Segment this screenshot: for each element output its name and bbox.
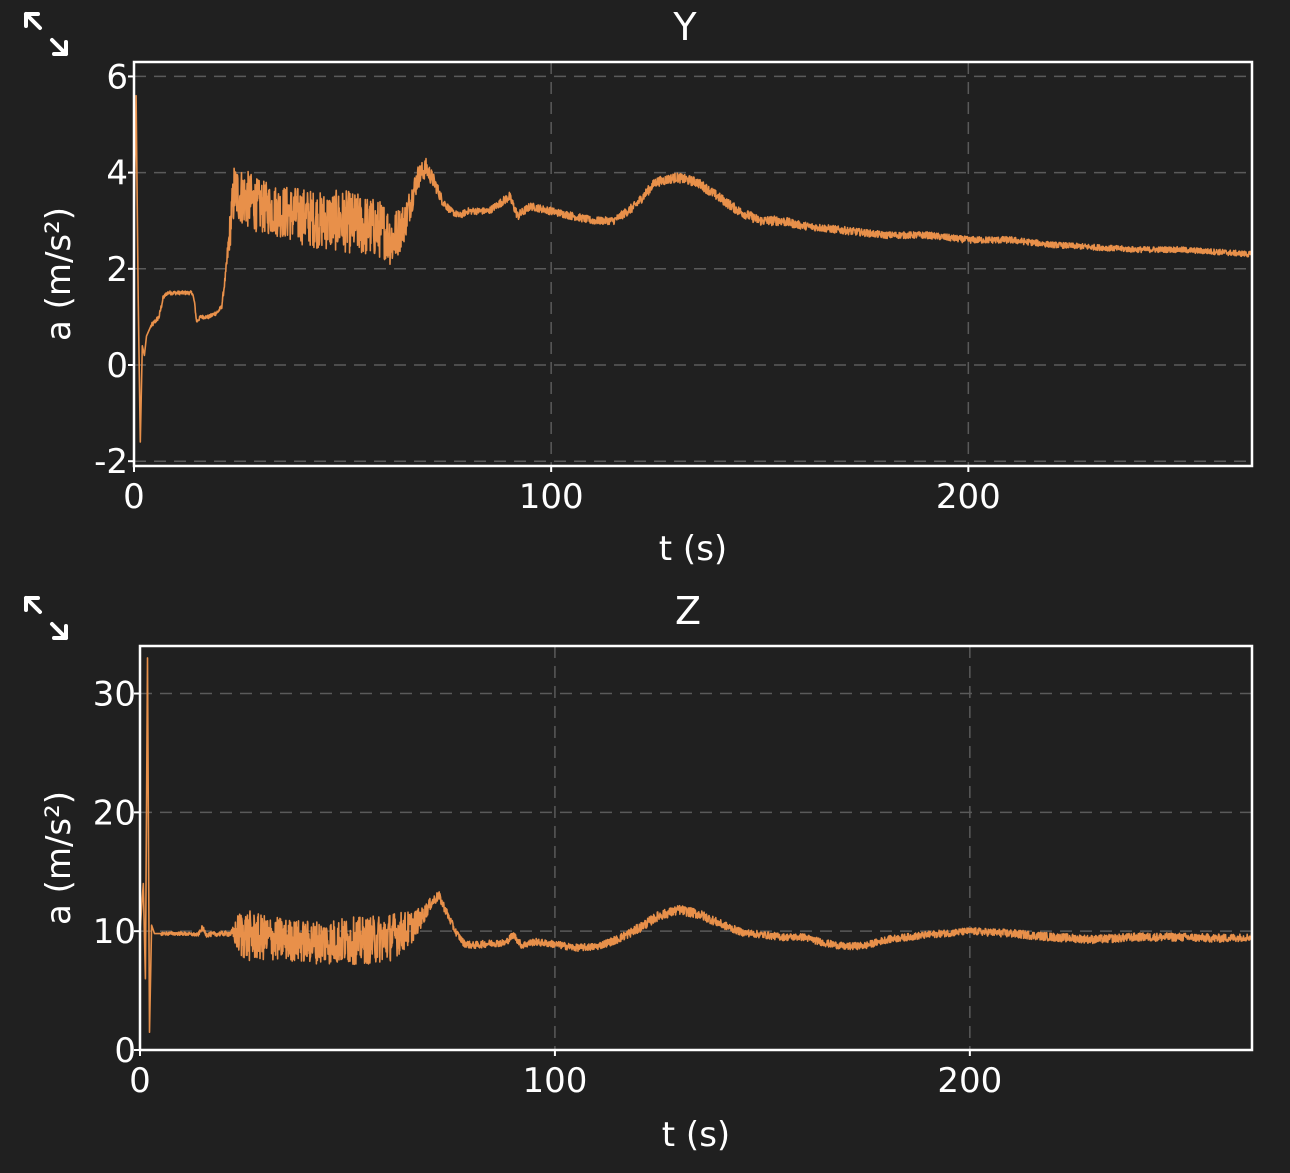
x-tick-label: 200 bbox=[937, 1061, 1002, 1101]
x-tick-label: 100 bbox=[519, 477, 584, 517]
y-tick-label: 20 bbox=[93, 793, 136, 833]
y-tick-label: 0 bbox=[114, 1031, 136, 1071]
y-tick-label: 6 bbox=[106, 57, 128, 97]
x-tick-label: 0 bbox=[123, 477, 145, 517]
y-axis-label: a (m/s²) bbox=[39, 207, 79, 341]
x-tick-label: 0 bbox=[129, 1061, 151, 1101]
x-axis-label: t (s) bbox=[659, 529, 727, 569]
series-line-0 bbox=[140, 657, 1252, 1033]
expand-icon[interactable] bbox=[24, 12, 68, 56]
plot-frame bbox=[132, 60, 1254, 468]
y-tick-label: 30 bbox=[93, 675, 136, 715]
y-tick-label: 10 bbox=[93, 912, 136, 952]
y-tick-label: 0 bbox=[106, 346, 128, 386]
chart-z: Z 0 10 20 30 0 100 200 t (s) a (m/s²) bbox=[24, 589, 1254, 1155]
y-tick-label: -2 bbox=[94, 442, 128, 482]
plot-frame bbox=[138, 644, 1254, 1052]
x-tick-label: 100 bbox=[522, 1061, 587, 1101]
y-tick-label: 4 bbox=[106, 154, 128, 194]
x-axis-label: t (s) bbox=[662, 1115, 730, 1155]
series-line-0 bbox=[134, 94, 1252, 443]
chart-title: Z bbox=[675, 589, 701, 633]
y-tick-label: 2 bbox=[106, 250, 128, 290]
x-tick-label: 200 bbox=[936, 477, 1001, 517]
y-axis-label: a (m/s²) bbox=[39, 791, 79, 925]
expand-icon[interactable] bbox=[24, 596, 68, 640]
chart-title: Y bbox=[672, 5, 697, 49]
